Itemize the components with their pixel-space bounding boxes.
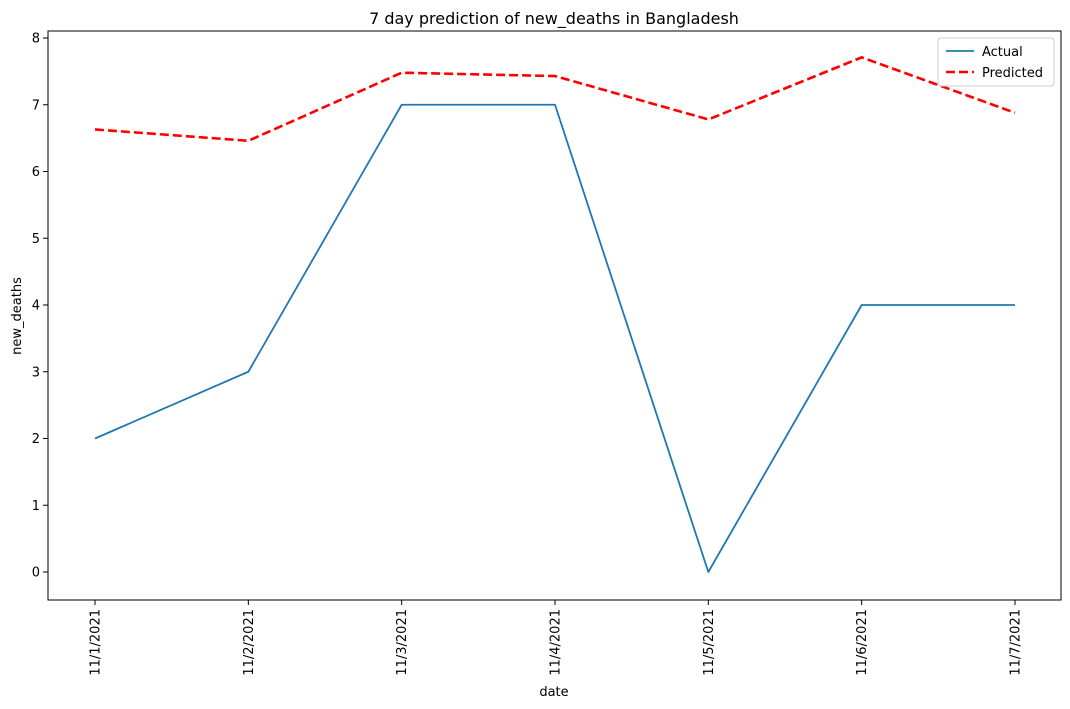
y-tick-label: 0: [32, 566, 40, 581]
y-tick-label: 8: [32, 32, 40, 47]
x-tick-label: 11/2/2021: [242, 609, 257, 676]
legend-label-actual: Actual: [982, 45, 1023, 60]
legend-label-predicted: Predicted: [982, 66, 1043, 81]
y-tick-label: 7: [32, 98, 40, 113]
y-tick-label: 6: [32, 165, 40, 180]
x-tick-label: 11/5/2021: [702, 609, 717, 676]
y-axis: 0 1 2 3 4 5 6 7 8: [32, 32, 48, 581]
y-tick-label: 3: [32, 365, 40, 380]
series-layer: [94, 56, 1016, 573]
series-line-actual: [94, 103, 1015, 573]
x-axis-label: date: [539, 685, 568, 700]
y-tick-label: 1: [32, 499, 40, 514]
x-tick-label: 11/1/2021: [89, 609, 104, 676]
chart-title: 7 day prediction of new_deaths in Bangla…: [369, 9, 739, 29]
series-line-predicted: [94, 56, 1016, 143]
x-axis: 11/1/2021 11/2/2021 11/3/2021 11/4/2021 11/5…: [89, 600, 1024, 676]
y-tick-label: 2: [32, 432, 40, 447]
legend-box: [937, 37, 1055, 87]
plot-area-frame: [47, 30, 1062, 601]
y-tick-label: 5: [32, 232, 40, 247]
legend: Actual Predicted: [937, 37, 1055, 87]
x-tick-label: 11/3/2021: [395, 609, 410, 676]
x-tick-label: 11/6/2021: [855, 609, 870, 676]
y-axis-label: new_deaths: [10, 277, 25, 355]
y-tick-label: 4: [32, 299, 40, 314]
x-tick-label: 11/7/2021: [1009, 609, 1024, 676]
x-tick-label: 11/4/2021: [549, 609, 564, 676]
